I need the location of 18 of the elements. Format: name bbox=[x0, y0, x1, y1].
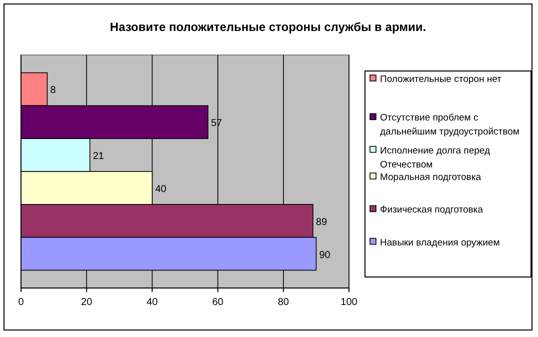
x-tick-label: 80 bbox=[278, 297, 290, 308]
x-tick-label: 20 bbox=[81, 297, 93, 308]
legend-label: Отсутствие проблем с дальнейшим трудоустройством bbox=[380, 112, 520, 138]
data-label: 90 bbox=[319, 250, 331, 261]
chart-title: Назовите положительные стороны службы в армии. bbox=[110, 20, 426, 34]
data-label: 40 bbox=[155, 184, 167, 195]
x-tick-label: 60 bbox=[212, 297, 224, 308]
legend-label: Моральная подготовка bbox=[380, 172, 482, 183]
x-tick-label: 40 bbox=[146, 297, 158, 308]
data-label: 21 bbox=[92, 151, 104, 162]
x-tick-label: 100 bbox=[340, 297, 358, 308]
data-label: 8 bbox=[50, 85, 56, 96]
legend-label: Положительные сторон нет bbox=[380, 74, 502, 85]
legend-label: Исполнение долга перед Отечеством bbox=[380, 145, 490, 170]
legend-label: Физическая подготовка bbox=[380, 204, 484, 216]
x-tick-label: 0 bbox=[18, 297, 24, 308]
legend-label: Навыки владения оружием bbox=[380, 237, 500, 248]
data-label: 89 bbox=[316, 216, 328, 228]
